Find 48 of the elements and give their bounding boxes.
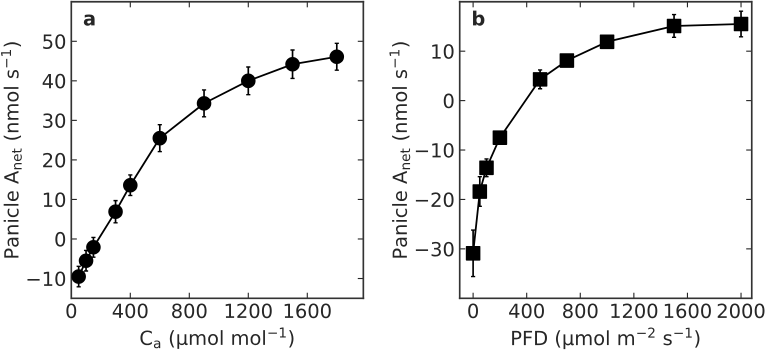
point	[330, 49, 344, 64]
point	[71, 269, 86, 284]
y-tick-label: 20	[43, 152, 66, 168]
x-tick-label: 2000	[718, 303, 764, 318]
y-tick-label: −30	[416, 242, 454, 257]
point	[108, 204, 123, 219]
x-tick-label: 800	[172, 303, 207, 318]
y-tick-label: 50	[43, 34, 66, 49]
x-tick-label: 1600	[284, 303, 331, 318]
x-tick-label: 400	[509, 303, 544, 318]
y-tick-label: 10	[44, 192, 66, 208]
point	[123, 178, 138, 192]
x-tick-label: 1200	[611, 303, 658, 318]
point	[86, 240, 101, 255]
point	[479, 160, 494, 176]
point	[734, 16, 748, 32]
point	[600, 34, 614, 50]
y-tick-label: −10	[27, 271, 66, 286]
point	[466, 246, 480, 261]
y-tick-label: −10	[416, 142, 454, 158]
point	[285, 56, 300, 72]
x-tick-label: 400	[112, 303, 148, 318]
y-axis-title: Panicle A$_{net}$ (nmol s$^{−1}$)	[1, 42, 22, 258]
y-tick-label: 30	[43, 113, 66, 128]
x-tick-label: 1200	[226, 303, 272, 318]
point	[532, 72, 548, 87]
x-tick-label: 1600	[664, 303, 711, 318]
chart-title: a	[84, 14, 95, 26]
point	[78, 253, 94, 268]
x-tick-label: 800	[563, 303, 598, 318]
point	[152, 130, 168, 146]
y-tick-label: 0	[444, 94, 454, 108]
point	[472, 184, 488, 199]
y-axis-title: Panicle A$_{net}$ (nmol s$^{−1}$)	[389, 42, 410, 258]
chart-title: b	[473, 10, 484, 26]
x-tick-label: 0	[66, 303, 76, 318]
y-tick-label: 0	[55, 232, 66, 247]
point	[492, 130, 508, 145]
y-tick-label: −20	[416, 192, 454, 208]
y-tick-label: 40	[42, 74, 66, 88]
point	[560, 53, 574, 68]
point	[241, 74, 256, 88]
x-axis-title: C$_{a}$ (μmol mol$^{−1}$)	[140, 328, 294, 349]
point	[196, 96, 212, 111]
y-tick-label: 10	[432, 44, 454, 59]
point	[666, 18, 682, 34]
x-tick-label: 0	[468, 303, 478, 318]
x-axis-title: PFD (μmol m$^{−2}$ s$^{−1}$)	[512, 328, 700, 350]
